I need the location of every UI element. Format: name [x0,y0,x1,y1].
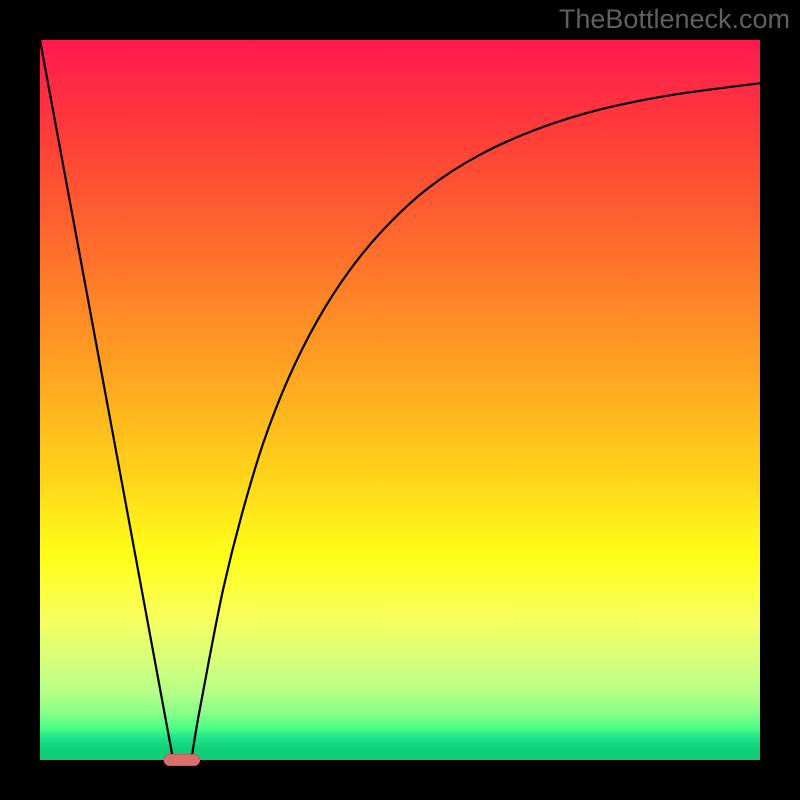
watermark-text: TheBottleneck.com [559,4,790,35]
chart-container: TheBottleneck.com [0,0,800,800]
plot-background-gradient [40,40,760,760]
minimum-marker-pill [164,754,200,766]
bottleneck-chart-svg [0,0,800,800]
